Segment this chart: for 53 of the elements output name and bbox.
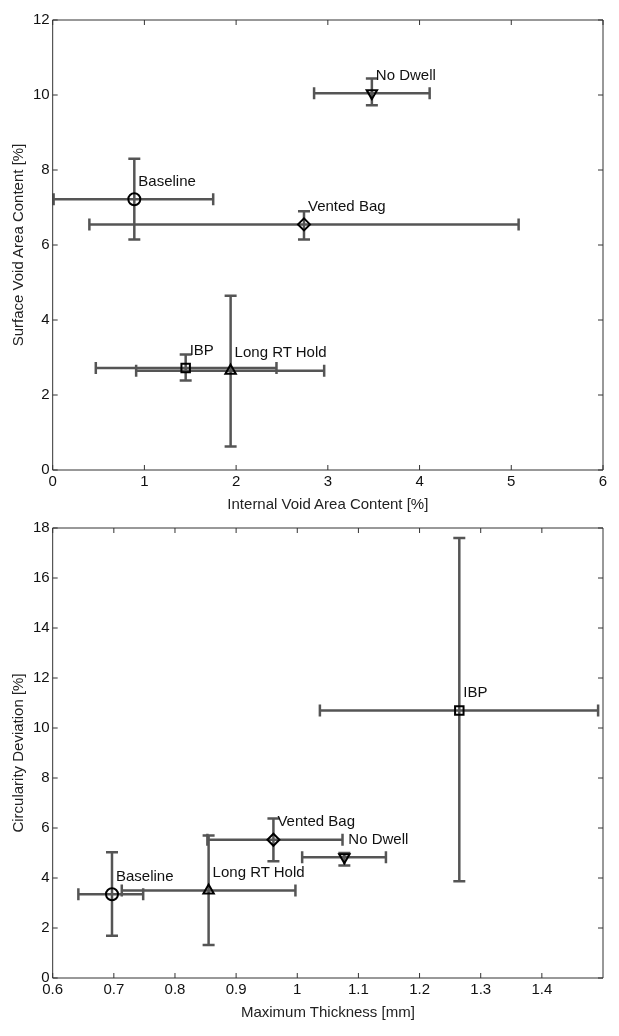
point [202, 883, 215, 895]
y-tick-label: 12 [33, 10, 50, 28]
y-tick-label: 6 [41, 235, 50, 253]
y-tick-label: 10 [33, 85, 50, 103]
y-tick-label: 2 [41, 385, 50, 403]
x-tick-label: 4 [415, 472, 424, 490]
point [365, 89, 379, 101]
point [105, 887, 119, 902]
x-axis-title: Internal Void Area Content [%] [227, 495, 429, 513]
x-tick-label: 1.2 [409, 980, 430, 998]
x-tick-label: 0.8 [164, 980, 186, 998]
point [454, 705, 465, 716]
point [297, 217, 311, 232]
x-tick-label: 1 [140, 472, 149, 490]
series-label: IBP [463, 683, 488, 701]
y-tick-label: 12 [33, 668, 50, 686]
y-tick-label: 8 [41, 768, 50, 786]
series-label: Baseline [116, 866, 174, 884]
point [224, 363, 237, 375]
y-tick-label: 2 [41, 918, 50, 936]
x-tick-label: 0.9 [225, 980, 247, 998]
y-tick-label: 8 [41, 160, 50, 178]
x-axis-title: Maximum Thickness [mm] [240, 1003, 415, 1021]
x-tick-label: 1.1 [347, 980, 369, 998]
y-tick-label: 4 [41, 868, 50, 886]
y-axis-title: Circularity Deviation [%] [9, 673, 27, 833]
x-tick-label: 1.3 [470, 980, 492, 998]
series-label: Long RT Hold [234, 343, 327, 361]
series-label: Vented Bag [277, 812, 355, 830]
y-tick-label: 16 [33, 568, 50, 586]
series-label: IBP [189, 340, 214, 358]
x-tick-label: 5 [507, 472, 516, 490]
x-tick-label: 3 [323, 472, 333, 490]
y-axis-title: Surface Void Area Content [%] [9, 143, 27, 347]
x-tick-label: 1.4 [531, 980, 553, 998]
y-tick-label: 18 [33, 518, 50, 536]
series-label: Vented Bag [308, 197, 386, 215]
y-tick-label: 0 [41, 460, 50, 478]
point [180, 362, 191, 374]
series-label: Baseline [138, 171, 196, 189]
y-tick-label: 14 [33, 618, 50, 636]
series-label: No Dwell [348, 829, 409, 847]
x-tick-label: 0.7 [103, 980, 125, 998]
series-label: No Dwell [375, 65, 436, 83]
y-tick-label: 4 [41, 310, 50, 328]
series-label: Long RT Hold [212, 863, 305, 881]
y-tick-label: 10 [33, 718, 50, 736]
point [127, 192, 142, 207]
x-tick-label: 1 [293, 980, 302, 998]
y-tick-label: 6 [41, 818, 50, 836]
x-tick-label: 6 [598, 472, 608, 490]
point [266, 832, 281, 847]
x-tick-label: 2 [231, 472, 241, 490]
